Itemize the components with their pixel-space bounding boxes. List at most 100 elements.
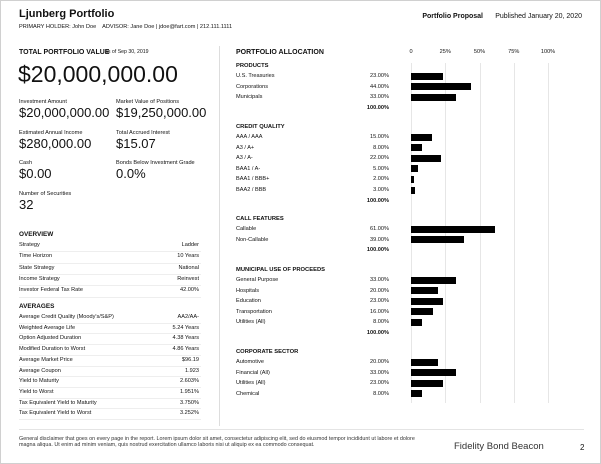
metric-label: Market Value of Positions [116,99,180,105]
row-label: Average Coupon [19,367,61,374]
report-type: Portfolio Proposal [422,13,483,20]
row-label: Financial (All) [236,369,270,376]
section-title: CALL FEATURES [236,216,284,222]
axis-tick-label: 25% [439,49,451,55]
row-value: 8.00% [373,390,389,397]
row-rule [19,333,201,335]
metric-label: Estimated Annual Income [19,129,83,136]
divider [219,46,220,426]
row-value: 3.252% [180,410,199,417]
subtitle: PRIMARY HOLDER: John Doe ADVISOR: Jane D… [19,24,233,30]
axis-tick-label: 75% [508,49,520,55]
axis-tick-label: 0 [409,49,413,55]
row-value: 33.00% [370,94,389,101]
row-rule [19,344,201,346]
row-rule [19,408,201,410]
grid-line [411,63,412,403]
row-label: Automotive [236,359,264,365]
bar [411,144,422,152]
section-title: OVERVIEW [19,231,54,238]
section-title: TOTAL PORTFOLIO VALUE [19,49,110,56]
as-of: as of Sep 30, 2019 [105,49,149,55]
row-value: National [178,264,199,271]
axis-tick-label: 50% [473,49,486,55]
row-value: 23.00% [370,380,389,387]
row-label: Modified Duration to Worst [19,346,86,353]
bar [411,225,495,233]
row-value: $96.19 [181,356,199,363]
metric-value: $0.00 [19,166,52,181]
row-value: 8.00% [373,319,389,326]
section-title: CORPORATE SECTOR [236,349,299,355]
row-label: Non-Callable [236,236,269,243]
row-label: State Strategy [19,264,55,271]
row-label: U.S. Treasuries [236,73,275,79]
row-label: AAA / AAA [236,134,263,140]
bar [411,154,442,162]
disclaimer: General disclaimer that goes on every pa… [19,436,415,449]
grid-line [479,63,481,403]
row-value: 2.00% [373,176,389,183]
row-value: 16.00% [370,308,389,315]
section-title: MUNICIPAL USE OF PROCEEDS [236,267,326,273]
row-value: 44.00% [370,83,389,90]
row-label: Tax Equivalent Yield to Worst [19,410,92,417]
row-value: 8.00% [373,144,389,151]
bar [411,276,457,284]
metric-label: Total Accrued Interest [116,129,170,136]
row-value: 20.00% [370,287,389,294]
row-value: 3.00% [373,187,389,193]
metric-value: 32 [19,196,34,212]
bar [411,297,443,305]
metric-label: Bonds Below Investment Grade [116,160,195,166]
row-value: 1.923 [185,367,199,374]
row-label: BAA2 / BBB [236,187,267,193]
section-total: 100.00% [366,104,389,111]
row-label: A3 / A- [236,155,253,162]
metric-label: Cash [19,160,33,166]
section-title: AVERAGES [19,303,55,310]
row-rule [19,296,201,298]
bar [411,287,439,295]
row-label: Education [236,298,261,305]
brand: Fidelity Bond Beacon [454,441,544,452]
row-rule [19,285,201,287]
row-label: A3 / A+ [236,144,255,151]
row-value: 39.00% [370,236,389,243]
row-rule [19,273,201,275]
row-label: Hospitals [236,287,260,294]
row-value: 5.00% [373,165,389,172]
row-label: Municipals [236,94,263,101]
section-total: 100.00% [366,197,389,204]
row-label: Yield to Maturity [19,378,59,385]
grid-line [513,63,515,403]
section-title: CREDIT QUALITY [236,124,285,130]
row-value: 33.00% [370,369,389,376]
metric-value: $19,250,000.00 [116,105,207,120]
row-value: 22.00% [370,155,389,162]
row-value: 4.86 Years [172,346,199,353]
row-label: Strategy [19,242,40,248]
total-value: $20,000,000.00 [18,61,178,87]
row-rule [19,365,201,367]
section-total: 100.00% [366,247,389,254]
bar [411,236,465,244]
section-total: 100.00% [366,330,389,336]
bar [411,369,457,377]
bar [411,308,433,316]
row-value: AA2/AA- [177,314,199,320]
row-value: 10 Years [177,253,199,260]
metric-label: Investment Amount [19,99,67,105]
row-value: 5.24 Years [172,324,199,331]
section-title: PORTFOLIO ALLOCATION [236,49,324,56]
bar [411,72,443,80]
title: Ljunberg Portfolio [19,8,115,20]
row-label: Transportation [236,308,272,315]
row-label: Callable [236,226,257,232]
metric-value: $280,000.00 [19,135,92,151]
row-label: General Purpose [236,277,279,283]
row-rule [19,397,201,399]
axis-tick-label: 100% [540,49,556,55]
row-label: Chemical [236,390,260,397]
